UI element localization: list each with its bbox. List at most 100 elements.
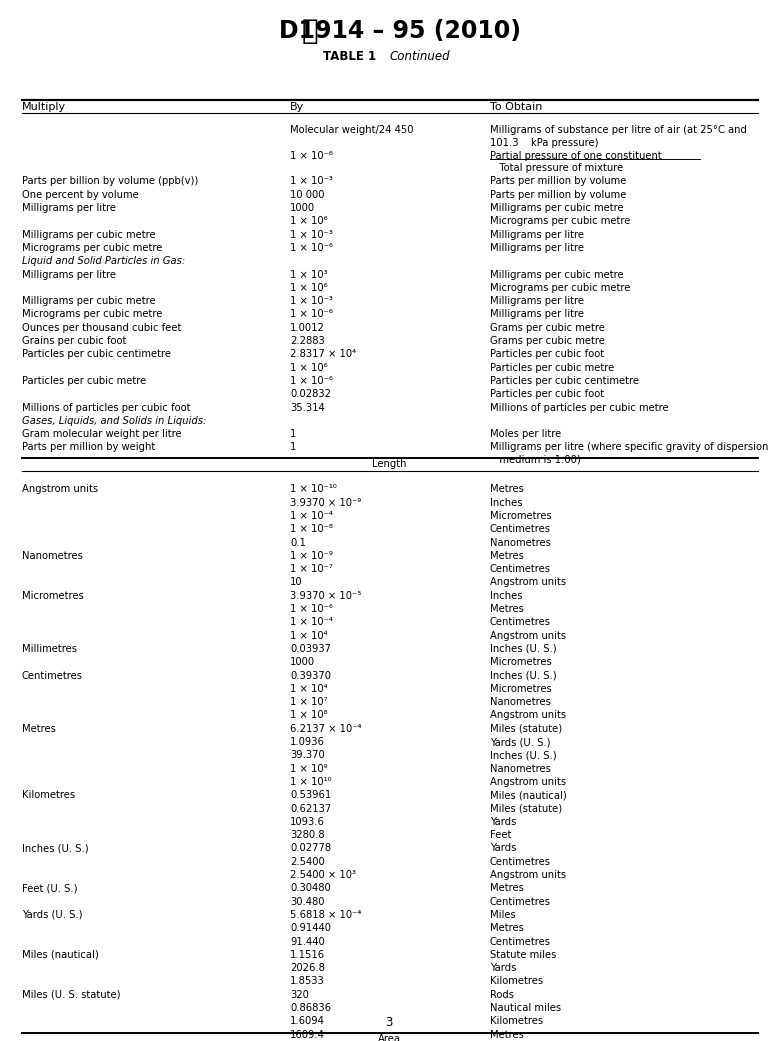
- Text: Milligrams per litre: Milligrams per litre: [22, 203, 116, 213]
- Text: Inches (U. S.): Inches (U. S.): [490, 670, 556, 681]
- Text: 1.0012: 1.0012: [290, 323, 325, 333]
- Text: 0.1: 0.1: [290, 537, 306, 548]
- Text: 1 × 10⁻¹⁰: 1 × 10⁻¹⁰: [290, 484, 337, 494]
- Text: Nautical miles: Nautical miles: [490, 1004, 561, 1013]
- Text: Yards: Yards: [490, 843, 517, 854]
- Text: 1 × 10⁻⁶: 1 × 10⁻⁶: [290, 151, 333, 161]
- Text: Particles per cubic centimetre: Particles per cubic centimetre: [490, 376, 639, 386]
- Text: Parts per billion by volume (ppb(v)): Parts per billion by volume (ppb(v)): [22, 177, 198, 186]
- Text: Miles (nautical): Miles (nautical): [490, 790, 566, 801]
- Text: 10 000: 10 000: [290, 189, 324, 200]
- Text: 2026.8: 2026.8: [290, 963, 325, 973]
- Text: Centimetres: Centimetres: [490, 525, 551, 534]
- Text: 6.2137 × 10⁻⁴: 6.2137 × 10⁻⁴: [290, 723, 362, 734]
- Text: Nanometres: Nanometres: [490, 537, 551, 548]
- Text: 1 × 10⁻⁴: 1 × 10⁻⁴: [290, 511, 333, 520]
- Text: Feet (U. S.): Feet (U. S.): [22, 884, 78, 893]
- Text: Miles (U. S. statute): Miles (U. S. statute): [22, 990, 121, 999]
- Text: Length: Length: [372, 459, 406, 469]
- Text: Inches: Inches: [490, 498, 523, 508]
- Text: Nanometres: Nanometres: [490, 697, 551, 707]
- Text: 3280.8: 3280.8: [290, 831, 324, 840]
- Text: 3.9370 × 10⁻⁹: 3.9370 × 10⁻⁹: [290, 498, 361, 508]
- Text: Angstrom units: Angstrom units: [490, 711, 566, 720]
- Text: 1.8533: 1.8533: [290, 976, 324, 987]
- Text: 1.6094: 1.6094: [290, 1016, 325, 1026]
- Text: 0.91440: 0.91440: [290, 923, 331, 934]
- Text: 3: 3: [385, 1016, 393, 1030]
- Text: 1 × 10⁶: 1 × 10⁶: [290, 283, 328, 293]
- Text: Milligrams per litre: Milligrams per litre: [490, 243, 584, 253]
- Text: 1 × 10⁻⁶: 1 × 10⁻⁶: [290, 376, 333, 386]
- Text: Milligrams per cubic metre: Milligrams per cubic metre: [22, 297, 156, 306]
- Text: 5.6818 × 10⁻⁴: 5.6818 × 10⁻⁴: [290, 910, 361, 920]
- Text: Metres: Metres: [490, 551, 524, 561]
- Text: Grains per cubic foot: Grains per cubic foot: [22, 336, 126, 346]
- Text: Miles: Miles: [490, 910, 516, 920]
- Text: 1 × 10¹⁰: 1 × 10¹⁰: [290, 777, 331, 787]
- Text: Metres: Metres: [490, 884, 524, 893]
- Text: Kilometres: Kilometres: [22, 790, 75, 801]
- Text: 1 × 10⁻⁷: 1 × 10⁻⁷: [290, 564, 333, 575]
- Text: Centimetres: Centimetres: [22, 670, 83, 681]
- Text: D1914 – 95 (2010): D1914 – 95 (2010): [279, 19, 521, 43]
- Text: 1 × 10⁻⁸: 1 × 10⁻⁸: [290, 525, 333, 534]
- Text: 1000: 1000: [290, 203, 315, 213]
- Text: 1 × 10⁻⁴: 1 × 10⁻⁴: [290, 617, 333, 628]
- Text: Molecular weight/24 450: Molecular weight/24 450: [290, 125, 413, 135]
- Text: Angstrom units: Angstrom units: [490, 870, 566, 880]
- Text: 1609.4: 1609.4: [290, 1030, 325, 1040]
- Text: 1 × 10⁻⁶: 1 × 10⁻⁶: [290, 243, 333, 253]
- Text: Micrograms per cubic metre: Micrograms per cubic metre: [22, 243, 163, 253]
- Text: Metres: Metres: [490, 923, 524, 934]
- Text: Feet: Feet: [490, 831, 511, 840]
- Text: 1000: 1000: [290, 657, 315, 667]
- Text: Millions of particles per cubic foot: Millions of particles per cubic foot: [22, 403, 191, 412]
- Text: 1 × 10⁻³: 1 × 10⁻³: [290, 230, 333, 239]
- Text: Milligrams per cubic metre: Milligrams per cubic metre: [22, 230, 156, 239]
- Text: Centimetres: Centimetres: [490, 896, 551, 907]
- Text: Kilometres: Kilometres: [490, 1016, 543, 1026]
- Text: 1 × 10⁶: 1 × 10⁶: [290, 362, 328, 373]
- Text: Particles per cubic foot: Particles per cubic foot: [490, 389, 605, 400]
- Text: 10: 10: [290, 578, 303, 587]
- Text: Area: Area: [377, 1034, 401, 1041]
- Text: 1: 1: [290, 442, 296, 453]
- Text: 0.02832: 0.02832: [290, 389, 331, 400]
- Text: 1 × 10³: 1 × 10³: [290, 270, 328, 280]
- Text: Total pressure of mixture: Total pressure of mixture: [490, 163, 623, 173]
- Text: 1 × 10⁷: 1 × 10⁷: [290, 697, 328, 707]
- Text: 2.5400: 2.5400: [290, 857, 324, 867]
- Text: Nanometres: Nanometres: [490, 764, 551, 773]
- Text: Millions of particles per cubic metre: Millions of particles per cubic metre: [490, 403, 668, 412]
- Text: Particles per cubic metre: Particles per cubic metre: [22, 376, 146, 386]
- Text: Micrometres: Micrometres: [22, 591, 84, 601]
- Text: 0.02778: 0.02778: [290, 843, 331, 854]
- Text: Micrograms per cubic metre: Micrograms per cubic metre: [490, 217, 630, 226]
- Text: Micrometres: Micrometres: [490, 684, 552, 694]
- Text: By: By: [290, 102, 304, 112]
- Text: 0.86836: 0.86836: [290, 1004, 331, 1013]
- Text: Micrometres: Micrometres: [490, 511, 552, 520]
- Text: 0.03937: 0.03937: [290, 644, 331, 654]
- Text: 1 × 10⁸: 1 × 10⁸: [290, 711, 328, 720]
- Text: Yards: Yards: [490, 963, 517, 973]
- Text: Angstrom units: Angstrom units: [490, 631, 566, 640]
- Text: 1 × 10⁴: 1 × 10⁴: [290, 631, 328, 640]
- Text: Milligrams per litre: Milligrams per litre: [22, 270, 116, 280]
- Text: TABLE 1: TABLE 1: [324, 51, 377, 64]
- Text: Milligrams per litre: Milligrams per litre: [490, 297, 584, 306]
- Text: Angstrom units: Angstrom units: [490, 777, 566, 787]
- Text: Yards (U. S.): Yards (U. S.): [490, 737, 551, 747]
- Text: 1.0936: 1.0936: [290, 737, 325, 747]
- Text: 1 × 10⁻³: 1 × 10⁻³: [290, 297, 333, 306]
- Text: Liquid and Solid Particles in Gas:: Liquid and Solid Particles in Gas:: [22, 256, 185, 266]
- Text: 1 × 10⁻³: 1 × 10⁻³: [290, 177, 333, 186]
- Text: Centimetres: Centimetres: [490, 937, 551, 946]
- Text: Yards: Yards: [490, 817, 517, 827]
- Text: Particles per cubic metre: Particles per cubic metre: [490, 362, 615, 373]
- Text: Yards (U. S.): Yards (U. S.): [22, 910, 82, 920]
- Text: Miles (nautical): Miles (nautical): [22, 949, 99, 960]
- Text: medium is 1.00): medium is 1.00): [490, 455, 580, 464]
- Text: Micrograms per cubic metre: Micrograms per cubic metre: [22, 309, 163, 320]
